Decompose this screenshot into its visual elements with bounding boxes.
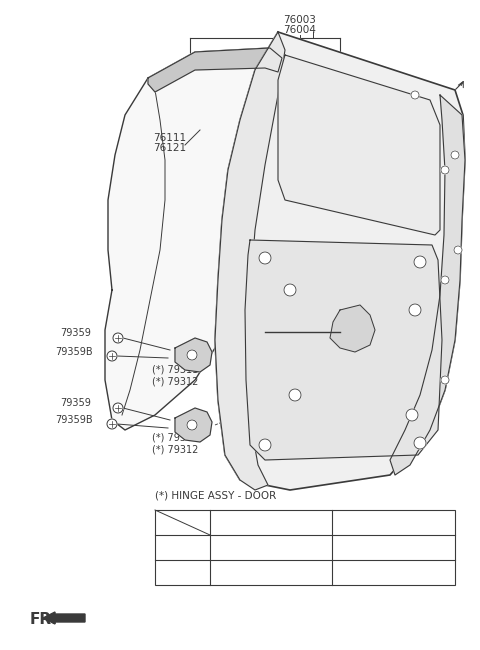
Text: 76003: 76003	[284, 15, 316, 25]
Text: 79359B: 79359B	[55, 347, 93, 357]
Text: 79359: 79359	[60, 398, 91, 408]
Circle shape	[454, 246, 462, 254]
Circle shape	[441, 376, 449, 384]
Circle shape	[113, 403, 123, 413]
Circle shape	[409, 304, 421, 316]
Circle shape	[289, 389, 301, 401]
Text: (*) 79312: (*) 79312	[152, 445, 198, 455]
Text: FR.: FR.	[30, 612, 58, 627]
Polygon shape	[105, 48, 282, 430]
Text: 79320-3K000: 79320-3K000	[361, 543, 426, 552]
Circle shape	[107, 419, 117, 429]
Circle shape	[441, 276, 449, 284]
Circle shape	[113, 333, 123, 343]
Text: 79359: 79359	[60, 328, 91, 338]
Circle shape	[187, 350, 197, 360]
Text: 79310-3K000: 79310-3K000	[361, 567, 426, 577]
Polygon shape	[278, 55, 440, 235]
Polygon shape	[215, 32, 285, 490]
Text: RH: RH	[175, 567, 190, 577]
Polygon shape	[175, 338, 212, 372]
Circle shape	[414, 256, 426, 268]
Circle shape	[414, 437, 426, 449]
Polygon shape	[390, 95, 465, 475]
Text: 76004: 76004	[284, 25, 316, 35]
Text: LWR: LWR	[383, 517, 405, 528]
Polygon shape	[175, 408, 212, 442]
Circle shape	[451, 151, 459, 159]
Circle shape	[187, 420, 197, 430]
Text: UPR: UPR	[261, 517, 281, 528]
Polygon shape	[148, 48, 282, 92]
Polygon shape	[215, 32, 465, 490]
Text: (*) 79311: (*) 79311	[152, 433, 198, 443]
Circle shape	[107, 351, 117, 361]
Polygon shape	[245, 240, 442, 460]
FancyArrow shape	[43, 612, 85, 624]
Circle shape	[441, 166, 449, 174]
Bar	[155, 510, 455, 585]
Text: 79359B: 79359B	[55, 415, 93, 425]
Text: (*) HINGE ASSY - DOOR: (*) HINGE ASSY - DOOR	[155, 490, 276, 500]
Text: 79310-3K000: 79310-3K000	[239, 543, 303, 552]
Circle shape	[259, 252, 271, 264]
Text: 79320-3K000: 79320-3K000	[239, 567, 304, 577]
Text: (*) 79311: (*) 79311	[152, 365, 198, 375]
Polygon shape	[330, 305, 375, 352]
Circle shape	[406, 409, 418, 421]
Text: 76121: 76121	[154, 143, 187, 153]
Circle shape	[259, 439, 271, 451]
Text: (*) 79312: (*) 79312	[152, 376, 198, 386]
Text: LH: LH	[176, 543, 189, 552]
Circle shape	[411, 91, 419, 99]
Text: 76111: 76111	[154, 133, 187, 143]
Circle shape	[284, 284, 296, 296]
